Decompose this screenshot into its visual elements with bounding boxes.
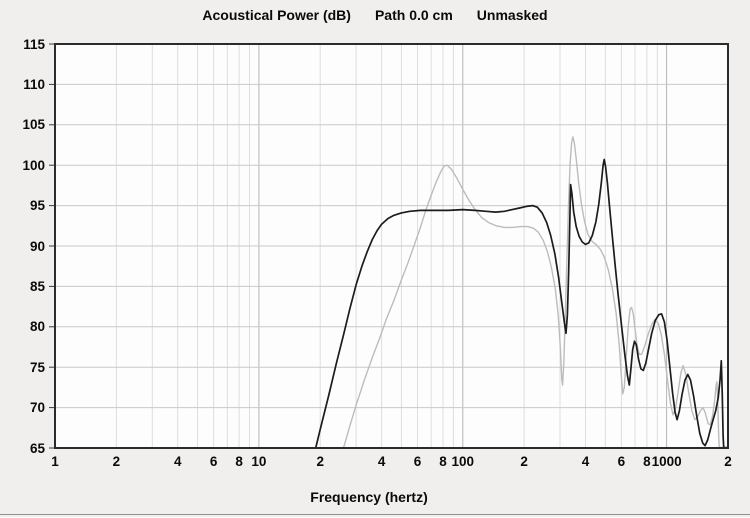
y-tick-label: 110 <box>23 76 45 92</box>
x-tick-label: 100 <box>451 454 475 469</box>
chart-title-path: Path 0.0 cm <box>374 7 453 23</box>
x-tick-label: 1 <box>51 454 59 469</box>
y-tick-label: 70 <box>29 400 45 416</box>
x-tick-label: 2 <box>112 454 121 469</box>
x-tick-label: 4 <box>377 454 386 469</box>
plot-border <box>54 43 729 449</box>
y-tick-label: 85 <box>29 278 45 294</box>
chart-title: Acoustical Power (dB) Path 0.0 cm Unmask… <box>0 7 750 23</box>
x-tick-label: 8 <box>643 454 651 469</box>
x-tick-label: 6 <box>617 454 626 469</box>
y-tick-label: 95 <box>29 198 45 214</box>
x-axis-title: Frequency (hertz) <box>310 489 428 505</box>
x-tick-label: 6 <box>209 454 218 469</box>
x-tick-label: 10 <box>251 454 267 469</box>
curve-black_curve <box>314 158 729 449</box>
x-tick-label: 1000 <box>651 454 682 469</box>
y-tick-label: 100 <box>22 157 45 173</box>
window-bottom-divider <box>0 514 750 518</box>
chart-title-mask-state: Unmasked <box>476 7 548 23</box>
chart-title-measurement: Acoustical Power (dB) <box>202 7 351 23</box>
y-tick-label: 90 <box>29 238 45 254</box>
x-tick-label: 8 <box>235 454 243 469</box>
x-tick-label: 4 <box>173 454 182 469</box>
curve-gray_curve <box>342 136 729 449</box>
x-tick-label: 2 <box>724 454 732 469</box>
y-tick-label: 65 <box>29 440 45 456</box>
y-tick-label: 80 <box>29 319 45 335</box>
x-tick-label: 4 <box>581 454 590 469</box>
x-tick-label: 8 <box>439 454 447 469</box>
x-tick-label: 2 <box>520 454 528 469</box>
y-tick-label: 105 <box>22 117 45 133</box>
x-tick-label: 6 <box>413 454 422 469</box>
y-tick-label: 115 <box>23 36 45 52</box>
y-tick-label: 75 <box>29 359 45 375</box>
x-tick-label: 2 <box>316 454 324 469</box>
